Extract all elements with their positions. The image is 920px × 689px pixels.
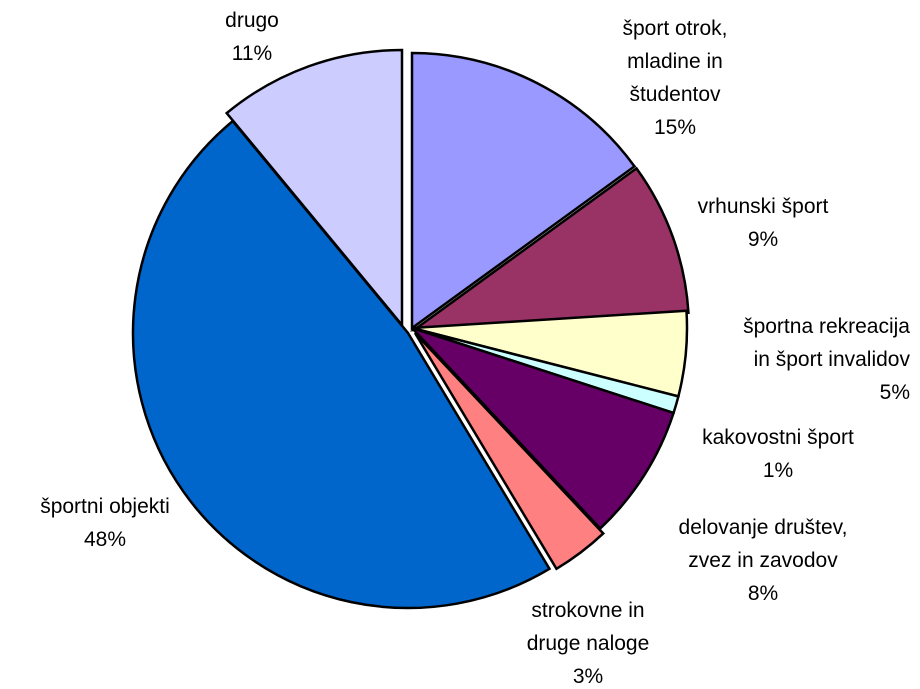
slice-percent-label: 48%: [84, 528, 126, 551]
slice-percent-label: 11%: [232, 42, 272, 65]
pie-slice: [410, 51, 637, 331]
pie-slice: [411, 326, 676, 531]
slice-category-label: druge naloge: [527, 632, 650, 655]
slice-category-label: športni objekti: [40, 495, 170, 518]
slice-category-label: kakovostni šport: [702, 426, 854, 449]
slice-percent-label: 8%: [748, 582, 778, 605]
slice-category-label: drugo: [225, 9, 279, 32]
slice-category-label: zvez in zavodov: [688, 549, 838, 572]
slice-percent-label: 1%: [763, 459, 793, 482]
slice-category-label: študentov: [629, 83, 721, 106]
slice-category-label: športna rekreacija: [743, 315, 910, 338]
slice-category-label: šport otrok,: [622, 17, 727, 40]
slice-percent-label: 9%: [748, 228, 778, 251]
slice-percent-label: 3%: [573, 665, 603, 688]
slice-category-label: vrhunski šport: [698, 195, 829, 218]
pie-slices: [131, 48, 690, 610]
pie-slice: [413, 332, 606, 571]
slice-percent-label: 5%: [880, 381, 910, 404]
pie-slice: [409, 166, 690, 332]
slice-category-label: in šport invalidov: [754, 348, 911, 371]
slice-category-label: mladine in: [627, 50, 723, 73]
slice-percent-label: 15%: [654, 116, 696, 139]
slice-category-label: delovanje društev,: [679, 516, 848, 539]
pie-slice: [224, 48, 404, 329]
pie-slice: [131, 119, 552, 610]
pie-labels: šport otrok, mladine in študentov 15% vrhuns…: [40, 9, 910, 688]
slice-category-label: strokovne in: [531, 599, 644, 622]
